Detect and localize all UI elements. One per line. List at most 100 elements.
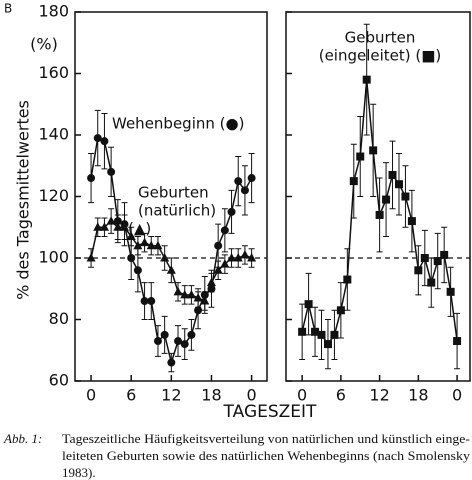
marker <box>247 174 256 183</box>
marker <box>120 222 130 231</box>
marker <box>433 257 442 266</box>
marker <box>99 222 109 231</box>
marker <box>133 240 143 250</box>
y-tick-label: 180 <box>38 2 69 21</box>
annotation: (natürlich) <box>138 202 216 220</box>
marker <box>394 180 403 189</box>
annotation: (eingeleitet) (■) <box>319 47 442 65</box>
marker <box>227 207 236 216</box>
marker <box>349 177 358 186</box>
marker <box>100 137 109 146</box>
marker <box>369 146 378 155</box>
marker <box>93 222 103 231</box>
y-tick-label: 120 <box>38 186 69 205</box>
marker <box>440 250 449 259</box>
x-tick-label: 6 <box>126 386 136 405</box>
marker <box>213 265 223 274</box>
marker <box>343 275 352 284</box>
x-tick-label: 0 <box>247 386 257 405</box>
marker <box>194 306 203 315</box>
caption-line: leiteten Geburten sowie des natürlichen … <box>62 448 471 463</box>
panel-label: B <box>4 2 12 16</box>
marker <box>382 195 391 204</box>
marker <box>388 170 397 179</box>
marker <box>356 152 365 161</box>
x-tick-label: 18 <box>408 386 428 405</box>
marker <box>323 340 332 349</box>
marker <box>214 241 223 250</box>
marker <box>127 254 136 262</box>
y-unit: (%) <box>30 35 58 54</box>
marker <box>146 240 156 250</box>
marker <box>113 222 123 231</box>
marker <box>240 186 249 195</box>
marker <box>153 240 163 250</box>
y-axis-label: % des Tagesmittelwertes <box>14 100 33 300</box>
marker <box>86 253 96 262</box>
marker <box>166 265 176 274</box>
marker <box>298 327 307 336</box>
marker <box>240 249 250 259</box>
marker <box>173 286 183 296</box>
marker <box>414 266 423 275</box>
annotation: Wehenbeginn (●) <box>112 115 244 133</box>
marker <box>206 277 216 287</box>
marker <box>147 297 156 306</box>
marker <box>140 297 149 306</box>
y-tick-label: 80 <box>49 309 69 328</box>
caption-line: 1983). <box>62 465 96 480</box>
x-tick-label: 6 <box>336 386 346 405</box>
marker <box>317 330 326 339</box>
x-tick-label: 12 <box>369 386 389 405</box>
marker <box>220 259 230 268</box>
marker <box>153 337 162 346</box>
marker <box>193 292 203 302</box>
marker <box>140 237 150 247</box>
series-line <box>90 136 253 366</box>
marker <box>174 337 183 346</box>
x-tick-label: 0 <box>86 386 96 405</box>
marker <box>336 306 345 315</box>
y-tick-label: 160 <box>38 63 69 82</box>
marker <box>106 216 116 225</box>
marker <box>401 192 410 201</box>
marker <box>220 226 229 235</box>
marker <box>407 217 416 226</box>
marker <box>330 330 339 339</box>
marker <box>126 231 136 240</box>
x-tick-label: 18 <box>201 386 221 405</box>
x-tick-label: 0 <box>452 386 462 405</box>
marker <box>87 174 96 183</box>
marker <box>446 287 455 296</box>
marker <box>233 253 243 262</box>
marker <box>133 266 142 275</box>
marker <box>227 253 237 262</box>
marker <box>311 327 320 336</box>
marker <box>187 330 196 339</box>
marker <box>186 289 196 299</box>
marker <box>453 337 462 346</box>
x-axis-label: TAGESZEIT <box>223 402 318 422</box>
y-tick-label: 100 <box>38 248 69 267</box>
marker <box>107 167 116 176</box>
marker <box>160 253 170 262</box>
marker <box>304 300 313 309</box>
caption-label: Abb. 1: <box>3 431 42 446</box>
annotation: (▲) <box>128 220 151 238</box>
annotation: Geburten <box>138 184 209 202</box>
x-tick-label: 12 <box>161 386 181 405</box>
marker <box>180 340 189 349</box>
marker <box>375 210 384 219</box>
marker <box>420 254 429 262</box>
y-tick-label: 60 <box>49 371 69 390</box>
marker <box>180 289 190 299</box>
annotation: Geburten <box>345 29 416 47</box>
marker <box>167 358 176 367</box>
marker <box>160 330 169 339</box>
marker <box>93 134 102 143</box>
marker <box>362 75 371 84</box>
marker <box>234 177 243 186</box>
marker <box>200 296 210 305</box>
marker <box>247 253 257 262</box>
